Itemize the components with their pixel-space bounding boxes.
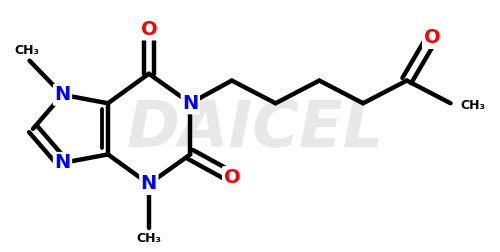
Text: O: O bbox=[224, 168, 240, 187]
Text: CH₃: CH₃ bbox=[461, 99, 486, 112]
Text: N: N bbox=[54, 85, 70, 104]
Text: CH₃: CH₃ bbox=[14, 44, 39, 57]
Text: O: O bbox=[140, 20, 157, 39]
Text: DAICEL: DAICEL bbox=[127, 98, 384, 160]
Text: N: N bbox=[54, 153, 70, 172]
Text: CH₃: CH₃ bbox=[136, 232, 162, 245]
Text: N: N bbox=[140, 174, 157, 194]
Text: N: N bbox=[182, 94, 198, 113]
Text: O: O bbox=[424, 28, 440, 47]
